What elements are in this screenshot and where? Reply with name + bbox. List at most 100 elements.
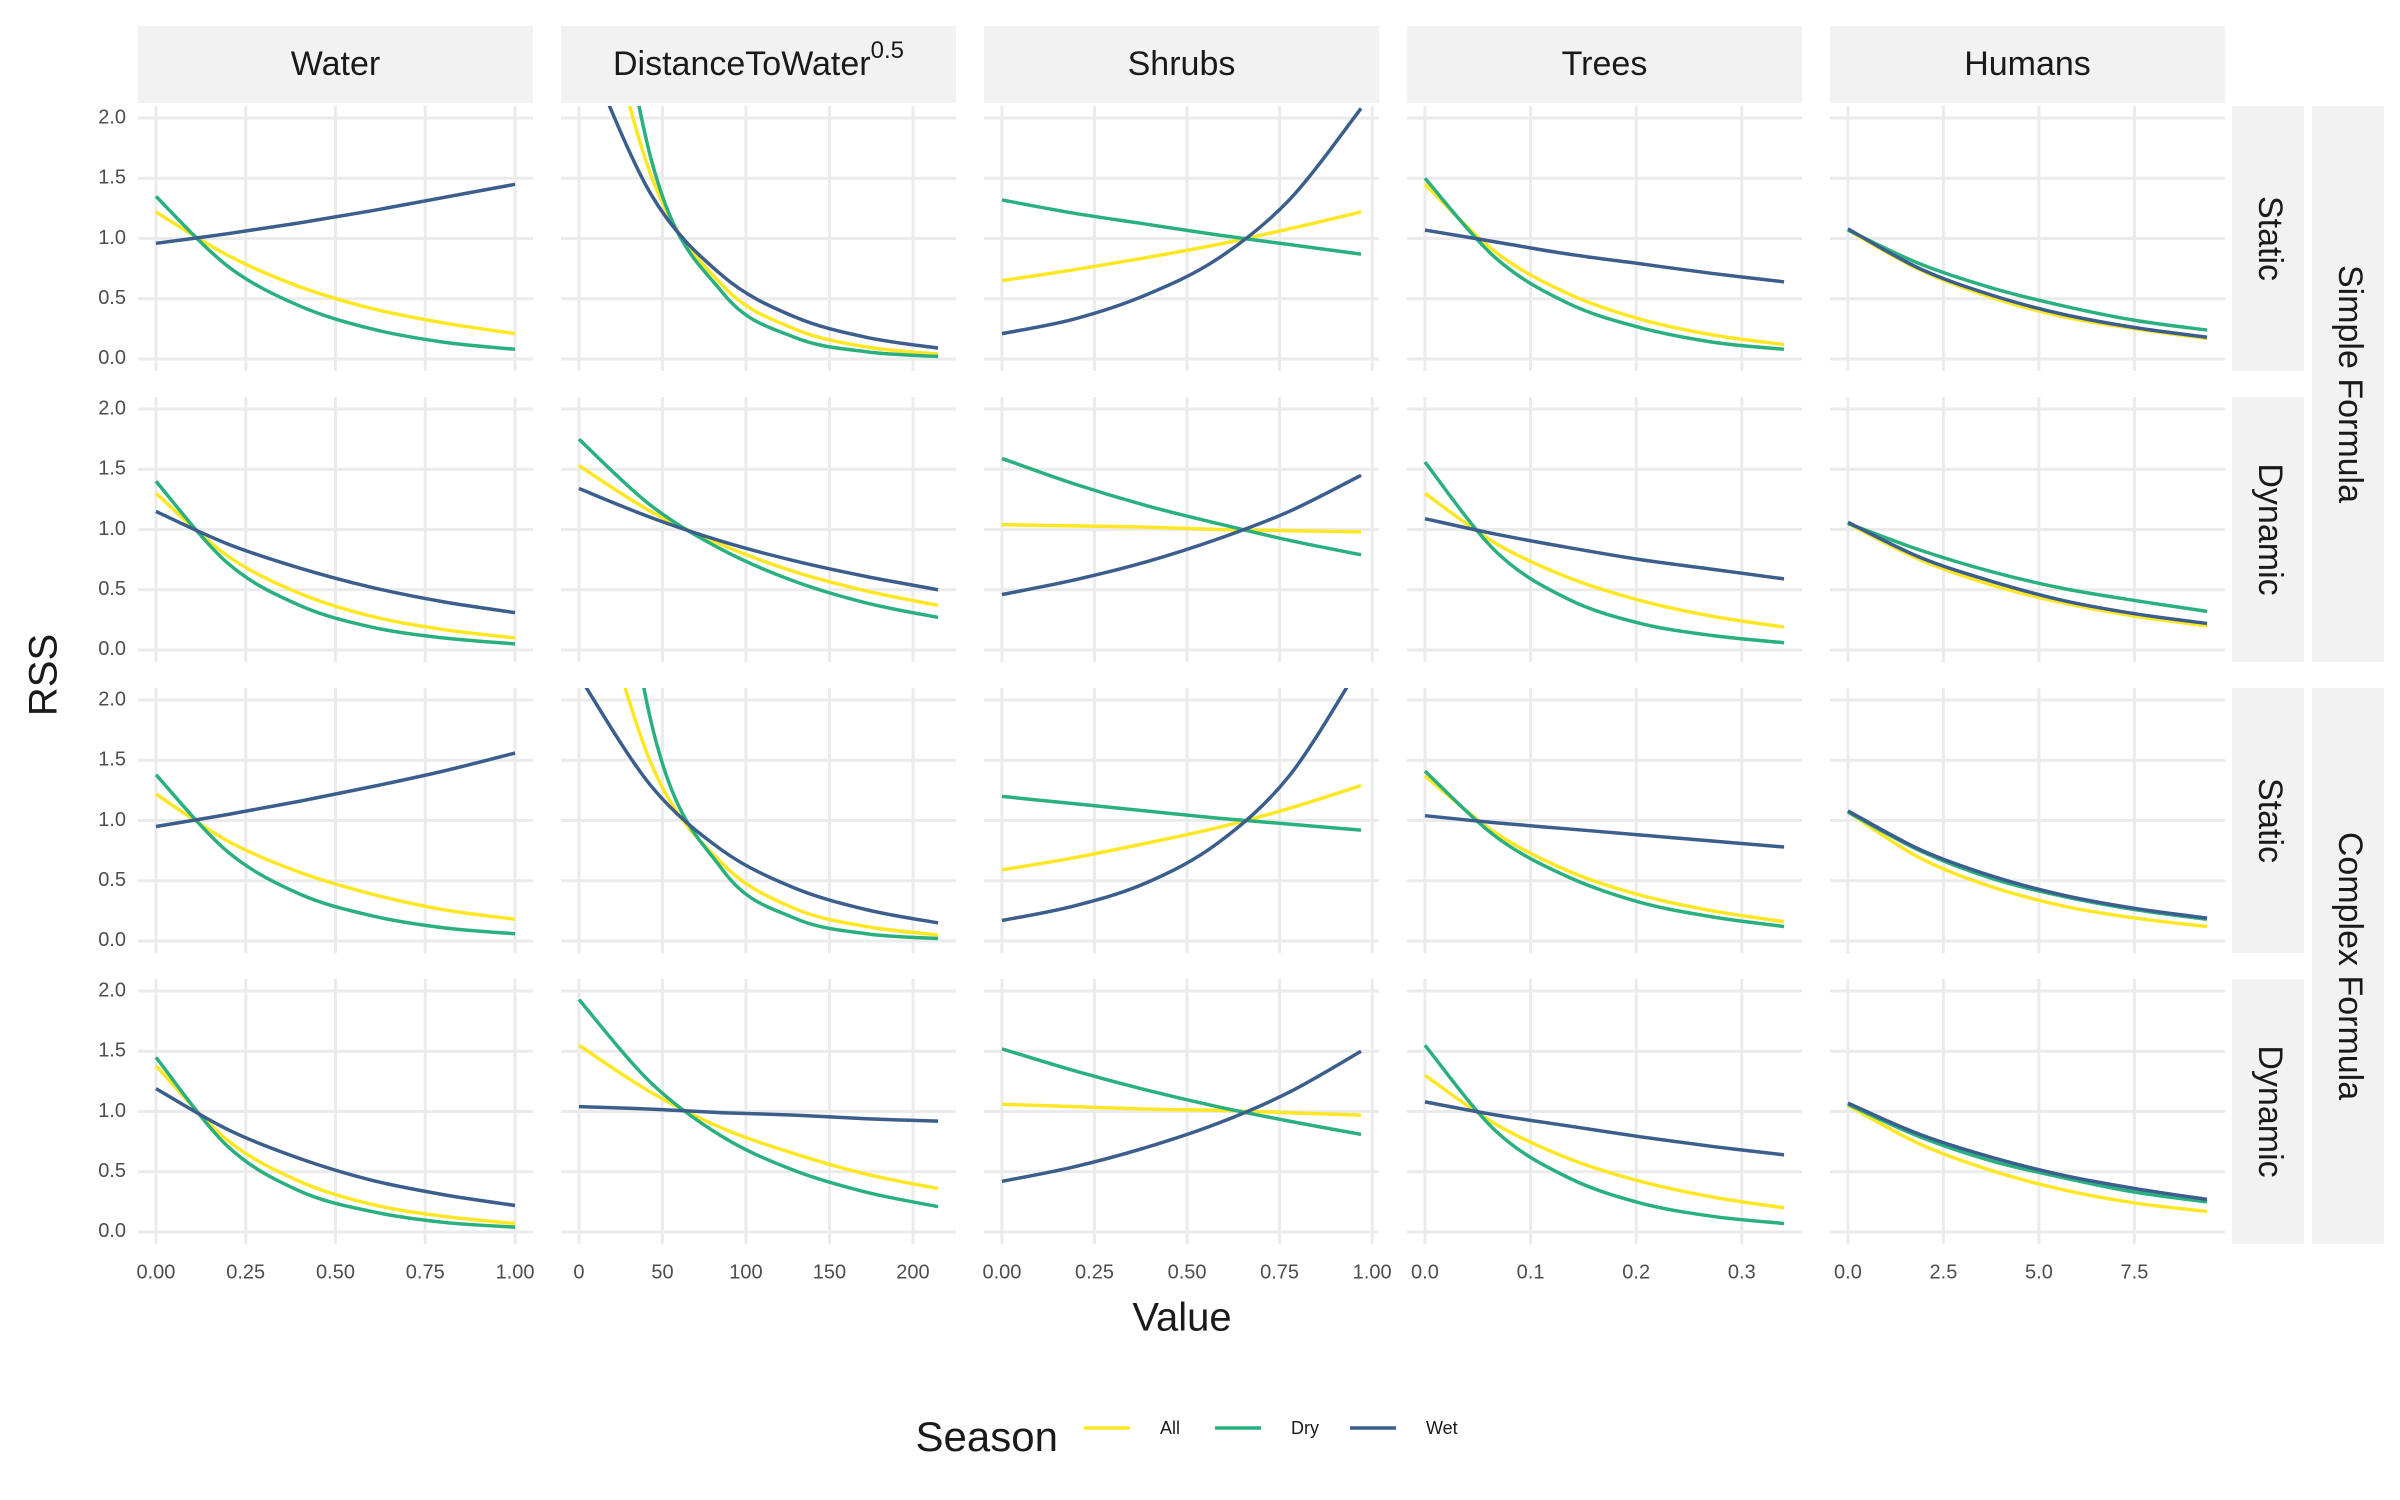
column-label-text: Humans bbox=[1964, 45, 2091, 83]
x-tick-label: 2.5 bbox=[1930, 1261, 1958, 1283]
x-tick-label: 0.00 bbox=[136, 1261, 175, 1283]
x-tick-label: 150 bbox=[813, 1261, 846, 1283]
y-tick-label: 1.5 bbox=[98, 458, 126, 480]
y-tick-label: 0.0 bbox=[98, 1220, 126, 1242]
y-tick-label: 2.0 bbox=[98, 106, 126, 128]
series-line bbox=[1847, 227, 2208, 340]
y-tick-label: 2.0 bbox=[98, 688, 126, 710]
x-tick-label: 0.3 bbox=[1728, 1261, 1756, 1283]
series-line bbox=[155, 751, 516, 829]
y-tick-label: 1.5 bbox=[98, 167, 126, 189]
series-line bbox=[577, 437, 939, 620]
x-tick-label: 0.2 bbox=[1622, 1261, 1650, 1283]
series-line bbox=[155, 1087, 516, 1208]
series-line bbox=[1847, 520, 2208, 626]
series-line bbox=[1001, 688, 1349, 923]
y-tick-label: 1.5 bbox=[98, 1040, 126, 1062]
x-tick-label: 0.25 bbox=[1075, 1261, 1114, 1283]
series-line bbox=[1001, 210, 1362, 283]
column-label: Trees bbox=[1562, 45, 1648, 83]
x-tick-label: 0.1 bbox=[1517, 1261, 1545, 1283]
row-label: Dynamic bbox=[2251, 1045, 2289, 1177]
series-line bbox=[1847, 521, 2208, 614]
x-tick-label: 7.5 bbox=[2121, 1261, 2149, 1283]
x-tick-label: 0.0 bbox=[1411, 1261, 1439, 1283]
series-line bbox=[1001, 1102, 1362, 1117]
series-line bbox=[1001, 107, 1363, 336]
x-tick-label: 0.50 bbox=[1168, 1261, 1207, 1283]
row-label: Dynamic bbox=[2251, 463, 2289, 595]
row-strip bbox=[2232, 106, 2304, 371]
row-group-label: Simple Formula bbox=[2331, 265, 2369, 503]
x-tick-label: 1.00 bbox=[1353, 1261, 1392, 1283]
series-line bbox=[1001, 794, 1362, 832]
series-line bbox=[154, 773, 516, 936]
series-line bbox=[1424, 1100, 1785, 1157]
column-label-text: Trees bbox=[1562, 45, 1648, 83]
y-tick-label: 2.0 bbox=[98, 979, 126, 1001]
y-axis-title: RSS bbox=[22, 634, 66, 716]
series-line bbox=[154, 195, 516, 352]
legend-label: Wet bbox=[1426, 1418, 1458, 1438]
series-line bbox=[1001, 456, 1362, 557]
row-strip bbox=[2232, 688, 2304, 953]
x-tick-label: 50 bbox=[651, 1261, 673, 1283]
row-group-strip bbox=[2312, 688, 2384, 1244]
series-line bbox=[1423, 183, 1785, 347]
series-line bbox=[1424, 228, 1785, 284]
x-tick-label: 5.0 bbox=[2025, 1261, 2053, 1283]
series-line bbox=[1423, 177, 1785, 352]
y-tick-label: 0.5 bbox=[98, 869, 126, 891]
series-line bbox=[1001, 473, 1362, 597]
x-tick-label: 0.25 bbox=[226, 1261, 265, 1283]
series-line bbox=[1847, 810, 2208, 929]
y-tick-label: 0.0 bbox=[98, 638, 126, 660]
series-line bbox=[1001, 522, 1362, 534]
row-group-strip bbox=[2312, 106, 2384, 662]
x-tick-label: 0.00 bbox=[982, 1261, 1021, 1283]
column-label: Water bbox=[291, 45, 380, 83]
x-tick-label: 0 bbox=[573, 1261, 584, 1283]
series-line bbox=[623, 688, 939, 937]
column-strip bbox=[984, 26, 1379, 103]
series-line bbox=[607, 106, 939, 350]
series-line bbox=[627, 106, 939, 356]
y-tick-label: 0.0 bbox=[98, 929, 126, 951]
series-line bbox=[1001, 1049, 1362, 1184]
y-tick-label: 0.5 bbox=[98, 578, 126, 600]
series-line bbox=[154, 492, 516, 640]
series-line bbox=[1847, 521, 2208, 628]
row-label: Static bbox=[2251, 196, 2289, 281]
y-tick-label: 2.0 bbox=[98, 397, 126, 419]
x-tick-label: 0.0 bbox=[1834, 1261, 1862, 1283]
legend-label: Dry bbox=[1291, 1418, 1319, 1438]
series-line bbox=[155, 182, 516, 246]
x-tick-label: 0.75 bbox=[406, 1261, 445, 1283]
series-line bbox=[154, 792, 516, 922]
series-line bbox=[578, 486, 939, 592]
series-line bbox=[1001, 1047, 1362, 1137]
series-line bbox=[578, 464, 939, 608]
series-line bbox=[577, 1043, 939, 1191]
x-tick-label: 1.00 bbox=[496, 1261, 535, 1283]
series-line bbox=[584, 688, 939, 925]
y-tick-label: 0.5 bbox=[98, 1160, 126, 1182]
series-line bbox=[1423, 491, 1785, 629]
row-label: Static bbox=[2251, 778, 2289, 863]
y-tick-label: 1.0 bbox=[98, 518, 126, 540]
series-line bbox=[1001, 783, 1362, 872]
row-strip bbox=[2232, 979, 2304, 1244]
column-label: Shrubs bbox=[1128, 45, 1236, 83]
series-line bbox=[1423, 460, 1785, 645]
y-tick-label: 0.5 bbox=[98, 287, 126, 309]
series-line bbox=[577, 998, 939, 1209]
column-label: Humans bbox=[1964, 45, 2091, 83]
series-line bbox=[155, 509, 516, 615]
series-line bbox=[1423, 1044, 1785, 1226]
series-line bbox=[1847, 810, 2208, 922]
series-line bbox=[154, 1056, 516, 1229]
y-tick-label: 1.0 bbox=[98, 1100, 126, 1122]
x-tick-label: 0.50 bbox=[316, 1261, 355, 1283]
series-line bbox=[154, 1064, 516, 1226]
